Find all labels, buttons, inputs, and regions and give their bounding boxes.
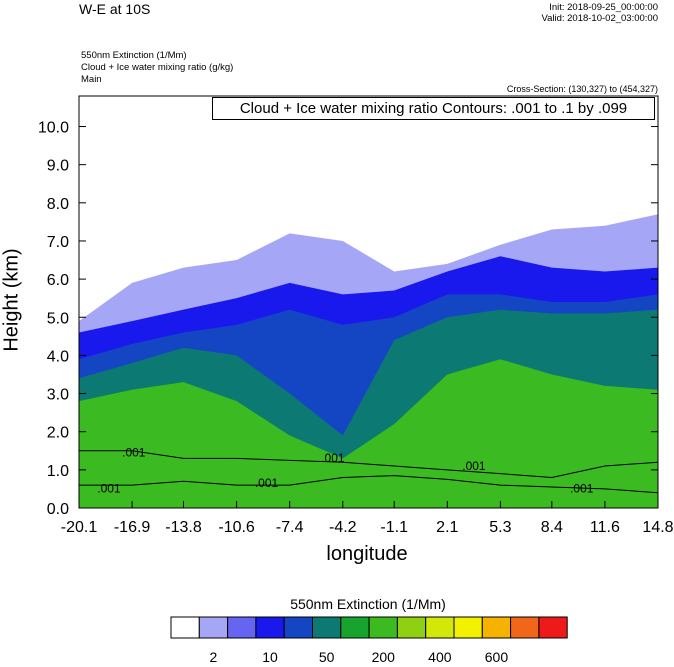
y-tick-label: 3.0: [47, 387, 69, 404]
x-tick-label: -10.6: [218, 519, 255, 536]
x-tick-label: -1.1: [380, 519, 408, 536]
colorbar-swatch: [255, 616, 285, 639]
y-tick-label: 8.0: [47, 196, 69, 213]
colorbar-swatch: [170, 616, 200, 639]
colorbar-swatch: [510, 616, 540, 639]
colorbar-swatch: [425, 616, 455, 639]
colorbar-swatch: [340, 616, 370, 639]
colorbar-swatch: [227, 616, 257, 639]
colorbar-label: 600: [485, 649, 509, 665]
contour-label: .001: [321, 451, 345, 465]
x-tick-label: -13.8: [165, 519, 202, 536]
cross-section-label: Cross-Section: (130,327) to (454,327): [506, 84, 658, 94]
contour-label: .001: [122, 446, 146, 460]
colorbar-label: 2: [210, 649, 218, 665]
x-tick-label: 14.8: [642, 519, 673, 536]
colorbar-swatch: [312, 616, 342, 639]
colorbar-swatch: [198, 616, 229, 639]
colorbar-label: 10: [262, 649, 278, 665]
colorbar-swatch: [481, 616, 512, 639]
colorbar-swatch: [368, 616, 398, 639]
colorbar-swatch: [453, 616, 483, 639]
chart-axes: 0.01.02.03.04.05.06.07.08.09.010.0-20.1-…: [38, 95, 674, 536]
y-axis-label: Height (km): [0, 248, 23, 352]
colorbar-title: 550nm Extinction (1/Mm): [290, 596, 446, 612]
y-tick-label: 2.0: [47, 425, 69, 442]
y-tick-label: 7.0: [47, 234, 69, 251]
contour-label: .001: [570, 482, 594, 496]
x-tick-label: -7.4: [276, 519, 304, 536]
x-tick-label: 2.1: [436, 519, 458, 536]
contour-label: .001: [97, 482, 121, 496]
colorbar-label: 400: [428, 649, 452, 665]
contour-label: .001: [255, 476, 279, 490]
x-tick-label: 5.3: [489, 519, 511, 536]
colorbar: 2 10 50 200 400 600: [170, 616, 568, 665]
y-tick-label: 9.0: [47, 158, 69, 175]
contour-label: .001: [462, 459, 486, 473]
colorbar-swatch: [538, 616, 568, 639]
contour-info-label: Cloud + Ice water mixing ratio Contours:…: [212, 97, 655, 120]
x-tick-label: 8.4: [541, 519, 563, 536]
x-tick-label: 11.6: [590, 519, 620, 536]
colorbar-label: 50: [319, 649, 335, 665]
init-time: Init: 2018-09-25_00:00:00: [549, 2, 658, 13]
field-extinction-label: 550nm Extinction (1/Mm): [81, 50, 187, 61]
cloud-contour-top_km: [79, 450, 659, 478]
y-tick-label: 6.0: [47, 272, 69, 289]
valid-time: Valid: 2018-10-02_03:00:00: [541, 13, 658, 24]
x-tick-label: -4.2: [329, 519, 357, 536]
plot-title: W-E at 10S: [79, 1, 151, 17]
colorbar-swatch: [396, 616, 427, 639]
plot-frame: [78, 95, 659, 509]
y-tick-label: 1.0: [47, 463, 69, 480]
colorbar-label: 200: [372, 649, 396, 665]
y-tick-label: 10.0: [38, 120, 69, 137]
x-tick-label: -20.1: [61, 519, 98, 536]
y-tick-label: 4.0: [47, 348, 69, 365]
extinction-layer-gt_400: [79, 359, 658, 508]
field-cloud-label: Cloud + Ice water mixing ratio (g/kg): [81, 62, 234, 73]
y-tick-label: 5.0: [47, 310, 69, 327]
field-main-label: Main: [81, 74, 102, 85]
x-tick-label: -16.9: [114, 519, 151, 536]
cloud-contour-base_km: [79, 475, 659, 494]
x-axis-label: longitude: [326, 543, 408, 565]
colorbar-swatch: [283, 616, 314, 639]
cloud-contours: .001 .001 .001 .001 .001 .001: [79, 446, 659, 496]
y-tick-label: 0.0: [47, 501, 69, 518]
